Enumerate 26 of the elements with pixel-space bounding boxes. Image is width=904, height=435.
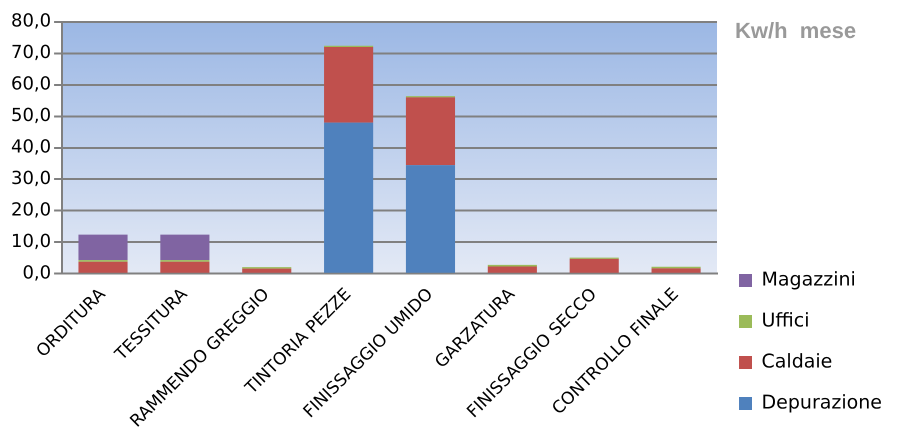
- bar: [406, 97, 456, 166]
- bar: [570, 258, 619, 273]
- legend-label: Depurazione: [762, 391, 882, 414]
- text: Kw/h mese: [735, 18, 856, 43]
- legend-label: Magazzini: [762, 268, 856, 290]
- bar: [406, 165, 456, 273]
- bar: [160, 262, 210, 273]
- bar: [78, 234, 128, 260]
- y-tick-label: 60,0: [11, 73, 52, 94]
- y-tick-label: 40,0: [11, 136, 52, 158]
- bar: [324, 46, 374, 123]
- bar: [242, 268, 292, 273]
- legend-label: Uffici: [762, 309, 810, 332]
- bar: [324, 122, 374, 273]
- bar: [652, 268, 701, 273]
- y-tick-label: 20,0: [11, 199, 52, 220]
- y-tick-label: 80,0: [11, 10, 52, 32]
- legend-label: Caldaie: [762, 350, 832, 372]
- y-tick-label: 50,0: [11, 104, 52, 126]
- bar: [160, 234, 210, 260]
- bar: [78, 262, 128, 273]
- y-tick-label: 0,0: [22, 262, 52, 284]
- y-tick-label: 10,0: [11, 230, 52, 252]
- y-tick-label: 30,0: [11, 168, 52, 189]
- bar: [488, 266, 537, 273]
- y-tick-label: 70,0: [11, 42, 52, 63]
